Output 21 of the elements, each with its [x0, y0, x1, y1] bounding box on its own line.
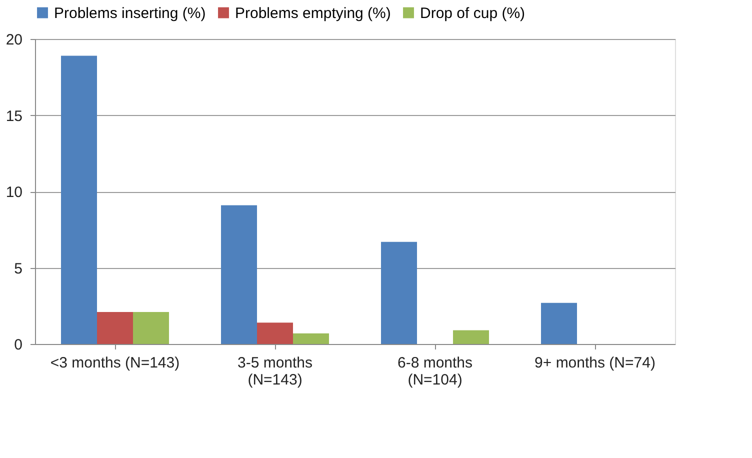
- bar: [133, 312, 169, 344]
- bar: [541, 302, 577, 344]
- x-tick-label: <3 months (N=143): [50, 354, 180, 372]
- y-tick-label: 15: [6, 108, 22, 125]
- legend-label: Problems inserting (%): [54, 4, 206, 22]
- legend-label: Problems emptying (%): [235, 4, 391, 22]
- bar: [97, 312, 133, 344]
- legend-label: Drop of cup (%): [420, 4, 526, 22]
- bar: [381, 242, 417, 344]
- bar: [293, 333, 329, 344]
- y-tick-label: 20: [6, 32, 22, 48]
- x-tick-label: 3-5 months (N=143): [237, 354, 313, 388]
- x-tick-label: 9+ months (N=74): [534, 354, 656, 372]
- y-tick-label: 10: [6, 184, 22, 201]
- bar: [453, 330, 489, 344]
- y-tick-label: 0: [14, 336, 22, 354]
- x-tick-label: 6-8 months (N=104): [397, 354, 473, 388]
- bar: [257, 322, 293, 344]
- y-tick-label: 5: [14, 260, 22, 278]
- bar: [221, 205, 257, 344]
- bar: [61, 56, 97, 344]
